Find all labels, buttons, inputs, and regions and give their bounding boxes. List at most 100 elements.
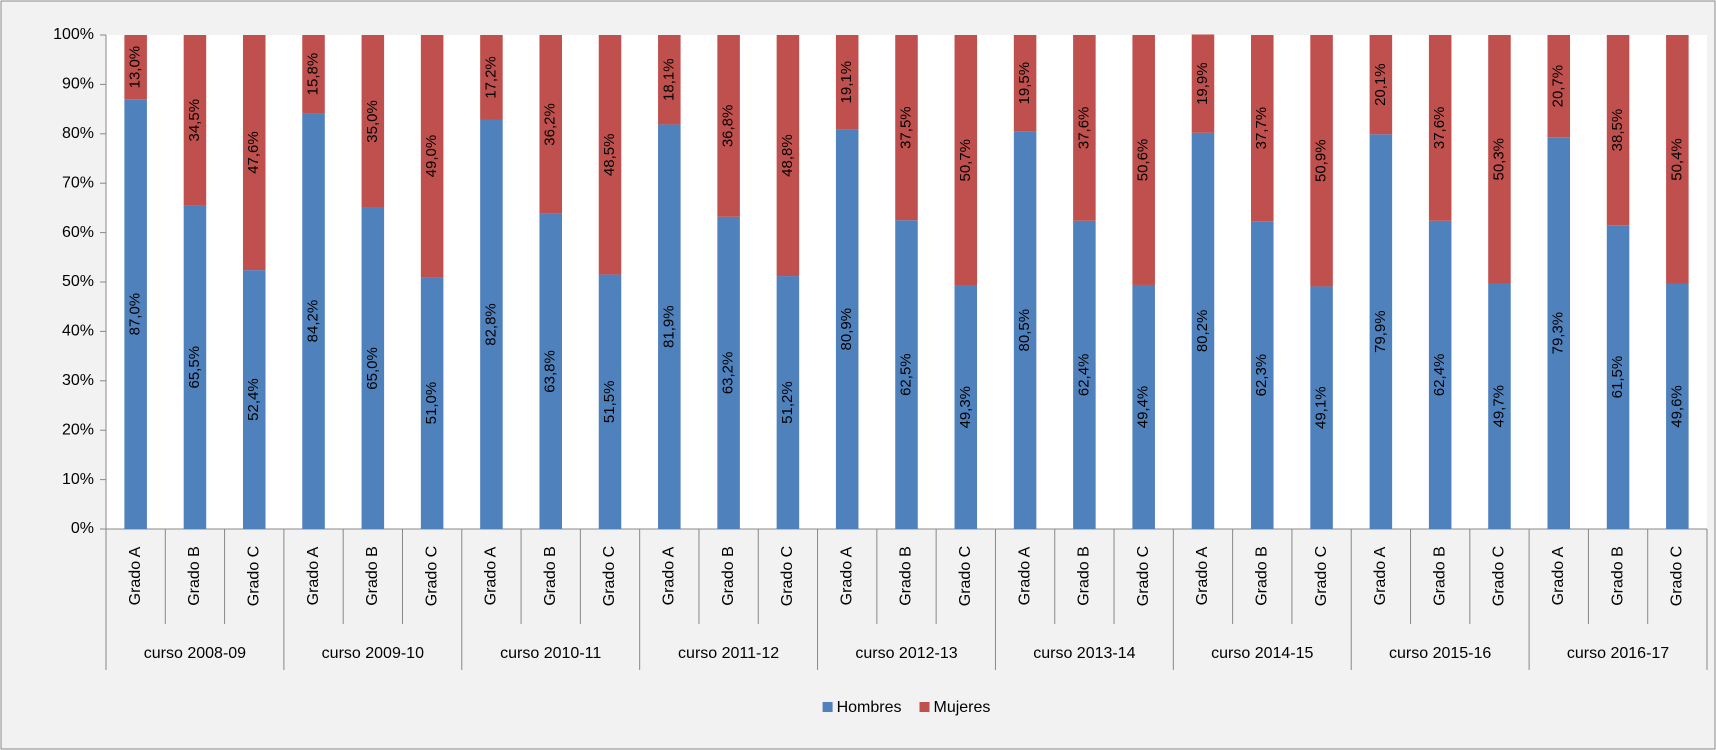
bar-segment [895, 35, 918, 221]
bar-segment [1310, 35, 1333, 287]
data-label: 51,5% [601, 381, 618, 424]
bar-segment [361, 35, 385, 208]
data-label: 49,3% [957, 386, 974, 429]
x-tick-label: Grado C [779, 546, 796, 606]
bar-segment [302, 35, 325, 114]
data-label: 19,1% [838, 61, 855, 104]
y-tick-label: 30% [62, 372, 94, 389]
bar-segment [835, 35, 859, 130]
data-label: 50,4% [1668, 138, 1685, 181]
bar-segment [776, 276, 800, 529]
data-label: 17,2% [482, 56, 499, 99]
bar-segment [480, 119, 503, 529]
y-tick-label: 10% [62, 471, 94, 488]
data-label: 13,0% [127, 46, 144, 89]
data-label: 80,2% [1194, 310, 1211, 353]
data-label: 19,5% [1016, 62, 1033, 105]
x-tick-label: Grado A [1016, 546, 1033, 605]
data-label: 15,8% [305, 53, 322, 96]
bar-segment [1132, 35, 1155, 285]
data-label: 18,1% [660, 58, 677, 101]
x-tick-label: Grado A [305, 546, 322, 605]
bar-segment [1488, 35, 1511, 284]
bar-segment [1191, 132, 1215, 529]
data-label: 50,3% [1490, 138, 1507, 181]
bar-segment [835, 129, 859, 529]
data-label: 49,0% [423, 135, 440, 178]
bar-segment [420, 35, 444, 278]
y-tick-label: 40% [62, 323, 94, 340]
data-label: 20,1% [1372, 63, 1389, 106]
x-tick-label: Grado A [1372, 546, 1389, 605]
data-label: 51,2% [779, 381, 796, 424]
data-label: 61,5% [1609, 356, 1626, 399]
bar-segment [598, 274, 622, 529]
data-label: 34,5% [186, 99, 203, 142]
legend-label: Hombres [837, 699, 902, 716]
bar-segment [480, 35, 503, 120]
bar-segment [183, 205, 207, 529]
data-label: 19,9% [1194, 62, 1211, 105]
x-tick-label: Grado C [245, 546, 262, 606]
legend-label: Mujeres [934, 699, 991, 716]
group-label: curso 2014-15 [1211, 645, 1313, 662]
x-tick-label: Grado C [1313, 546, 1330, 606]
group-label: curso 2012-13 [855, 645, 957, 662]
bar-segment [1310, 286, 1333, 529]
y-tick-label: 80% [62, 125, 94, 142]
bar-segment [598, 35, 622, 275]
x-tick-label: Grado B [1431, 546, 1448, 606]
bar-segment [658, 35, 681, 125]
data-label: 82,8% [482, 303, 499, 346]
group-label: curso 2016-17 [1567, 645, 1669, 662]
bar-segment [361, 207, 385, 529]
data-label: 38,5% [1609, 109, 1626, 152]
bar-segment [1369, 134, 1393, 529]
data-label: 37,6% [1431, 107, 1448, 150]
x-tick-label: Grado A [838, 546, 855, 605]
data-label: 48,5% [601, 134, 618, 177]
bar-segment [1251, 35, 1274, 222]
bar-segment [1606, 225, 1630, 529]
bar-segment [658, 124, 681, 529]
data-label: 62,4% [1075, 354, 1092, 397]
data-label: 65,5% [186, 346, 203, 389]
bar-segment [1013, 131, 1037, 529]
data-label: 36,8% [720, 105, 737, 148]
data-label: 79,3% [1550, 312, 1567, 355]
x-tick-label: Grado B [898, 546, 915, 606]
bar-segment [717, 216, 740, 530]
data-label: 37,7% [1253, 107, 1270, 150]
group-label: curso 2008-09 [144, 645, 246, 662]
x-tick-label: Grado A [661, 546, 678, 605]
data-label: 36,2% [542, 103, 559, 146]
x-tick-label: Grado A [1550, 546, 1567, 605]
y-tick-label: 90% [62, 76, 94, 93]
bar-segment [954, 285, 978, 529]
bar-segment [1547, 137, 1571, 529]
data-label: 50,6% [1135, 139, 1152, 182]
x-tick-label: Grado C [1135, 546, 1152, 606]
group-label: curso 2010-11 [500, 645, 601, 662]
bar-segment [539, 213, 562, 529]
y-tick-label: 70% [62, 174, 94, 191]
bar-segment [1191, 34, 1215, 133]
bar-segment [1428, 35, 1452, 221]
data-label: 20,7% [1550, 65, 1567, 108]
data-label: 50,9% [1313, 139, 1330, 182]
bar-segment [776, 35, 800, 277]
bar-segment [302, 113, 325, 529]
group-label: curso 2009-10 [322, 645, 424, 662]
data-label: 37,6% [1075, 107, 1092, 150]
bar-segment [1013, 35, 1037, 132]
bar-segment [1666, 283, 1689, 529]
data-label: 37,5% [897, 106, 914, 149]
data-label: 80,5% [1016, 309, 1033, 352]
bar-segment [954, 35, 978, 286]
data-label: 48,8% [779, 134, 796, 177]
x-tick-label: Grado B [186, 546, 203, 606]
bar-segment [242, 270, 266, 529]
bar-segment [124, 99, 147, 529]
x-tick-label: Grado C [1669, 546, 1686, 606]
